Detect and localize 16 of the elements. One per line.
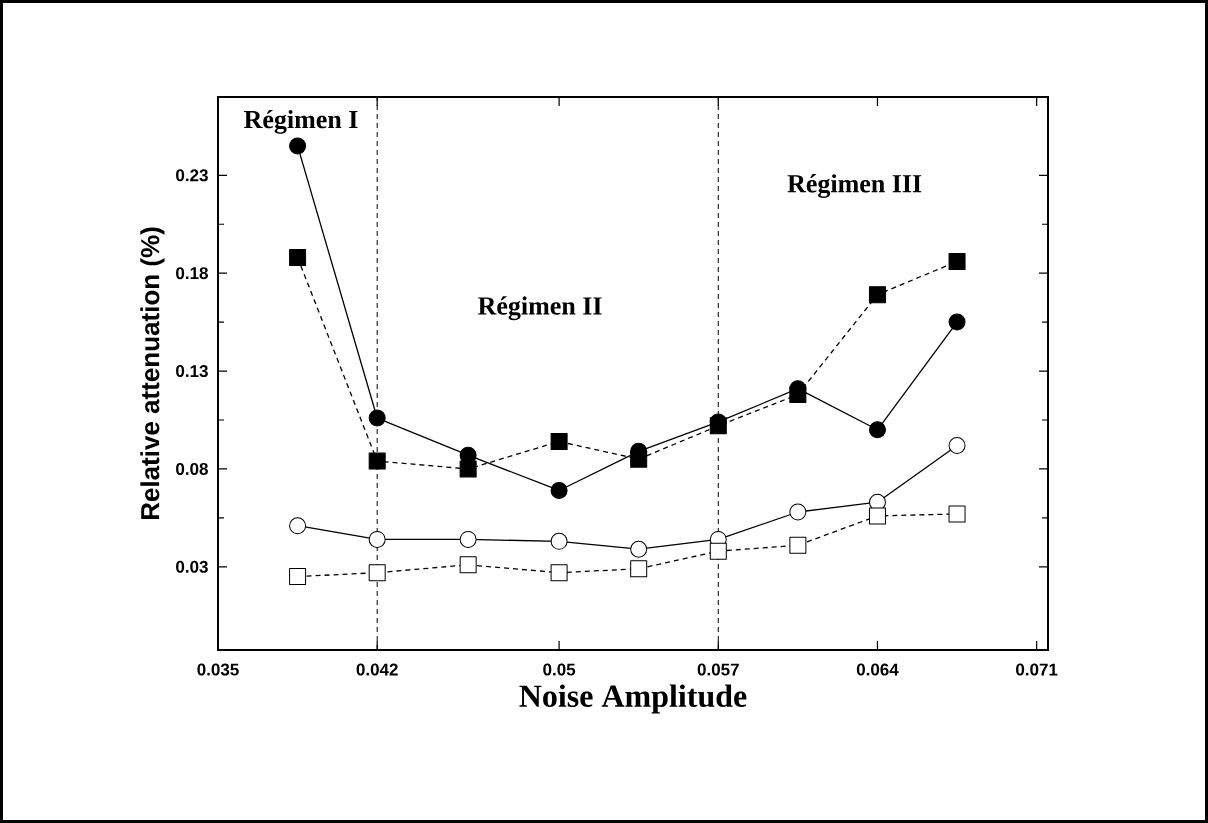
x-tick-label: 0.064 xyxy=(856,663,899,676)
x-tick-label: 0.071 xyxy=(1016,663,1058,676)
y-tick-label: 0.08 xyxy=(176,462,208,475)
annotation: Régimen III xyxy=(787,174,922,198)
y-tick-label: 0.18 xyxy=(176,267,208,280)
y-tick-label: 0.13 xyxy=(176,365,208,378)
y-tick-label: 0.03 xyxy=(176,560,208,573)
x-tick-label: 0.057 xyxy=(697,663,739,676)
x-tick-label: 0.05 xyxy=(543,663,576,676)
x-tick-label: 0.035 xyxy=(197,663,239,676)
annotation: Régimen II xyxy=(478,296,602,321)
annotation: Régimen I xyxy=(244,109,358,134)
y-axis-title: Relative attenuation (%) xyxy=(140,227,165,520)
x-tick-label: 0.042 xyxy=(356,663,398,676)
y-tick-label: 0.23 xyxy=(176,169,208,182)
x-axis-title: Noise Amplitude xyxy=(519,684,747,714)
